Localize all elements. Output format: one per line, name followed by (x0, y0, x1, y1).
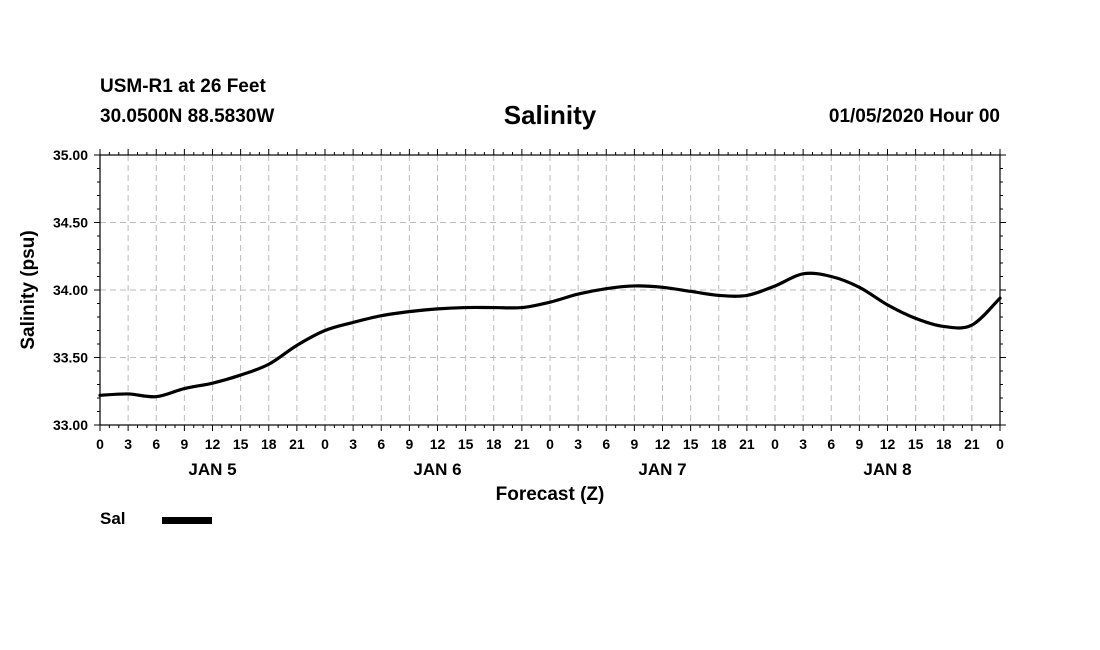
x-tick-label: 9 (405, 436, 413, 452)
x-tick-label: 3 (124, 436, 132, 452)
x-tick-label: 3 (574, 436, 582, 452)
x-tick-label: 15 (233, 436, 249, 452)
x-tick-label: 9 (855, 436, 863, 452)
day-label: JAN 6 (413, 460, 461, 479)
x-tick-label: 0 (996, 436, 1004, 452)
legend-label: Sal (100, 509, 126, 528)
day-label: JAN 7 (638, 460, 686, 479)
x-tick-label: 3 (799, 436, 807, 452)
y-tick-label: 33.50 (53, 350, 88, 366)
x-tick-label: 6 (377, 436, 385, 452)
y-tick-label: 35.00 (53, 147, 88, 163)
x-tick-label: 21 (964, 436, 980, 452)
x-tick-label: 0 (321, 436, 329, 452)
x-tick-label: 21 (289, 436, 305, 452)
chart-title: Salinity (503, 100, 597, 130)
y-tick-labels: 33.00 33.50 34.00 34.50 35.00 (53, 147, 88, 433)
x-tick-label: 6 (152, 436, 160, 452)
plot-frame (99, 154, 1001, 426)
y-tick-label: 34.50 (53, 215, 88, 231)
day-label: JAN 5 (188, 460, 236, 479)
x-tick-label: 6 (602, 436, 610, 452)
station-label: USM-R1 at 26 Feet (100, 76, 266, 97)
x-tick-label: 21 (739, 436, 755, 452)
x-tick-label: 0 (771, 436, 779, 452)
x-tick-labels: 0 3 6 9 12 15 18 21 0 3 6 9 12 15 18 21 0 3 6 9 12 15 18 21 0 3 6 9… (96, 436, 1004, 452)
forecast-datetime: 01/05/2020 Hour 00 (828, 106, 1000, 127)
x-tick-label: 12 (430, 436, 446, 452)
x-tick-label: 9 (180, 436, 188, 452)
salinity-series-line (98, 271, 1002, 399)
x-tick-label: 21 (514, 436, 530, 452)
x-tick-label: 15 (458, 436, 474, 452)
x-tick-label: 6 (827, 436, 835, 452)
grid-lines (100, 155, 1000, 425)
x-tick-label: 0 (546, 436, 554, 452)
x-tick-label: 3 (349, 436, 357, 452)
y-tick-label: 33.00 (53, 417, 88, 433)
legend-swatch (162, 517, 212, 524)
x-tick-label: 18 (261, 436, 277, 452)
y-tick-label: 34.00 (53, 282, 88, 298)
x-tick-label: 9 (630, 436, 638, 452)
x-tick-label: 0 (96, 436, 104, 452)
x-tick-label: 15 (683, 436, 699, 452)
x-tick-label: 12 (205, 436, 221, 452)
x-axis-title: Forecast (Z) (496, 484, 605, 505)
y-axis-title: Salinity (psu) (18, 230, 39, 349)
day-label: JAN 8 (863, 460, 911, 479)
x-tick-label: 12 (880, 436, 896, 452)
x-tick-label: 18 (936, 436, 952, 452)
x-tick-label: 15 (908, 436, 924, 452)
x-tick-label: 18 (486, 436, 502, 452)
day-labels: JAN 5 JAN 6 JAN 7 JAN 8 (188, 460, 911, 479)
x-tick-label: 12 (655, 436, 671, 452)
x-tick-label: 18 (711, 436, 727, 452)
coordinates-label: 30.0500N 88.5830W (100, 106, 275, 127)
